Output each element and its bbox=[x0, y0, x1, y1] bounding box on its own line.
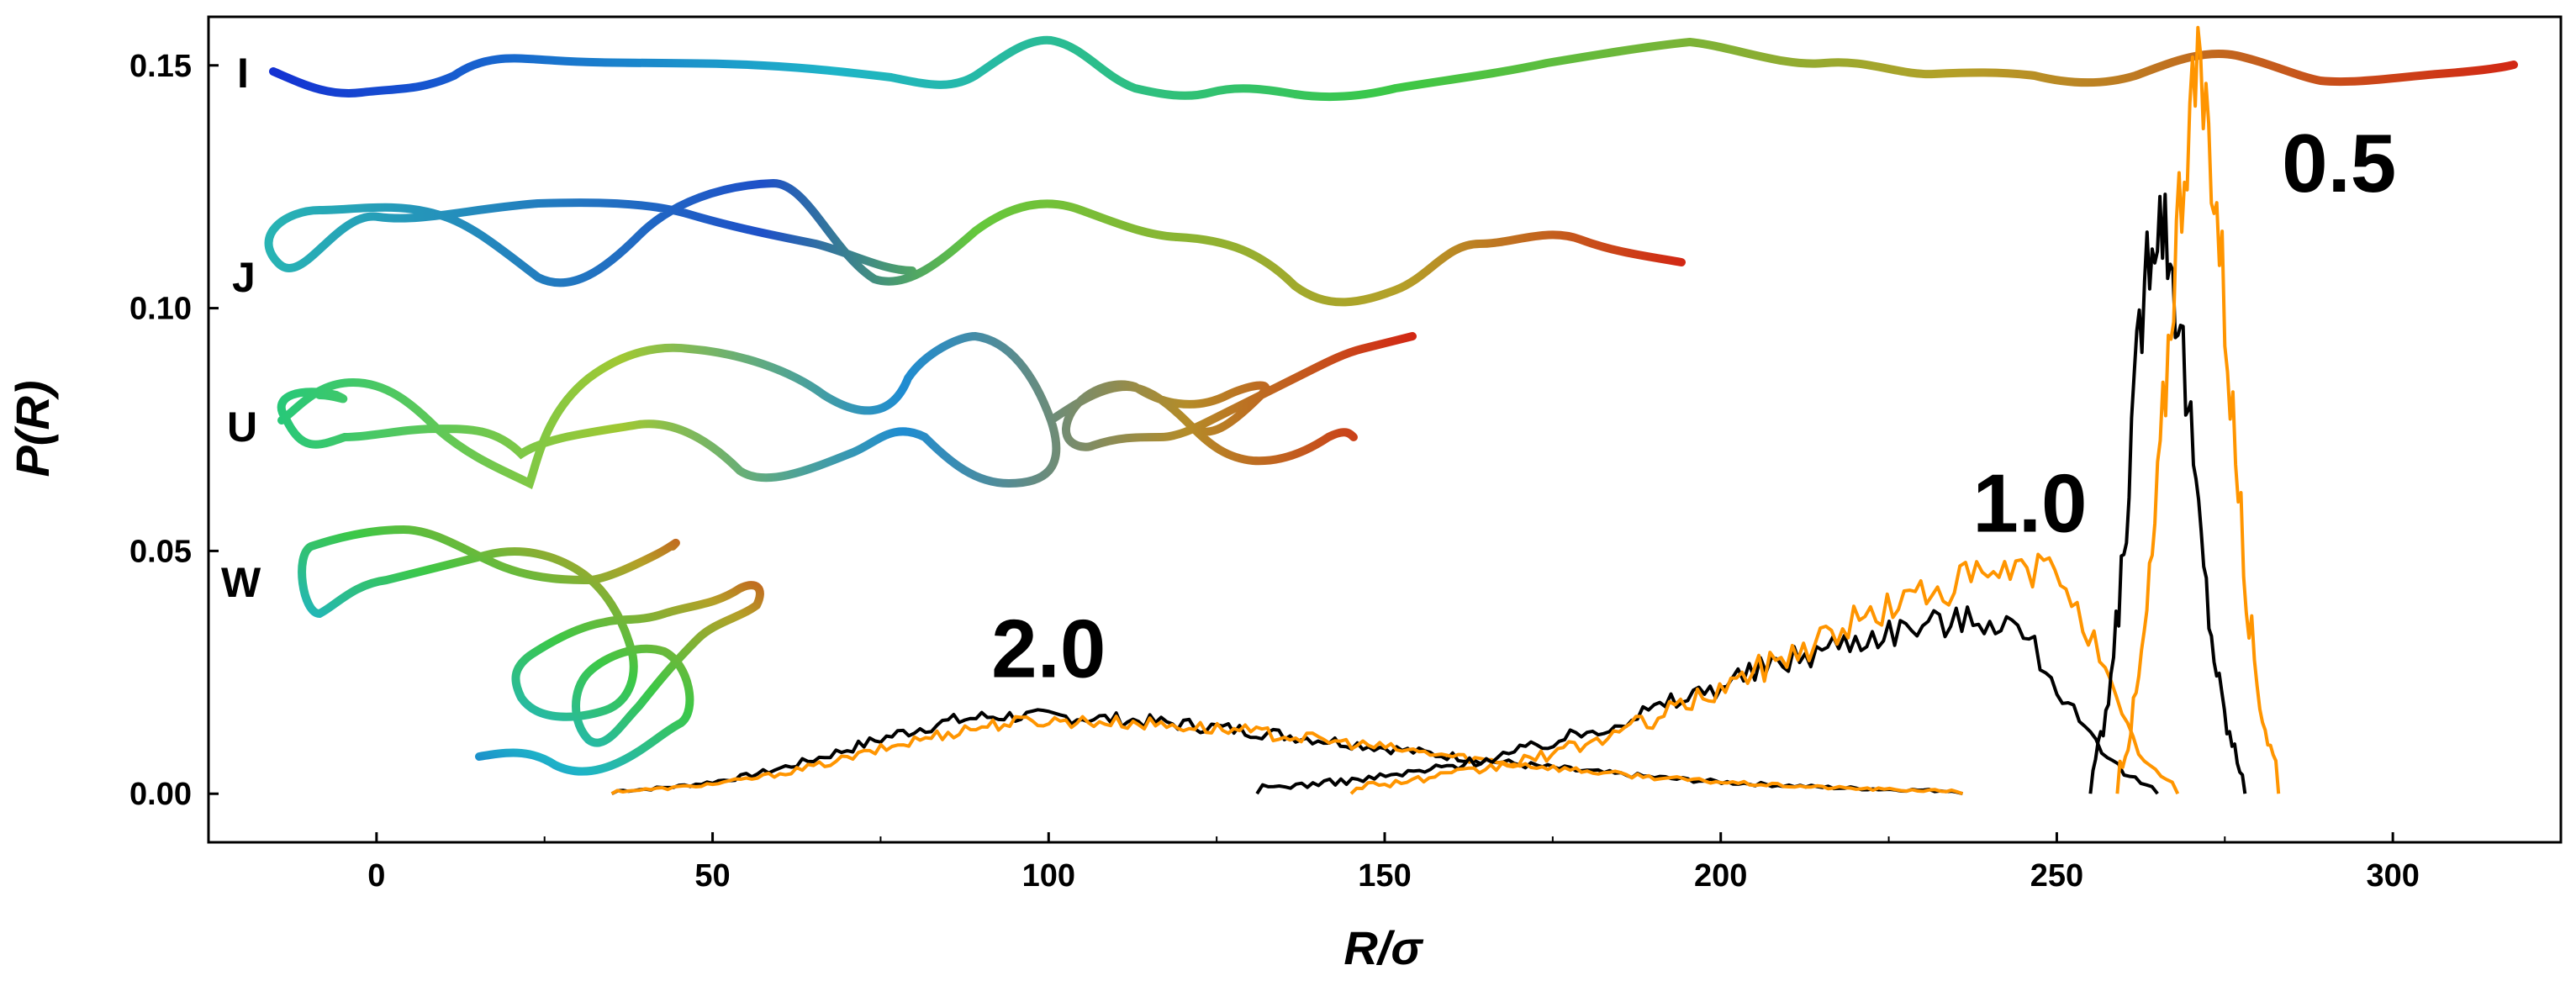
y-axis-label: P(R) bbox=[6, 380, 59, 477]
y-axis: 0.00 0.05 0.10 0.15 bbox=[129, 49, 219, 812]
distribution-1-0-orange bbox=[1349, 552, 2180, 795]
y-tick-label: 0.00 bbox=[129, 777, 192, 812]
x-tick-label: 150 bbox=[1358, 858, 1411, 894]
conformation-u-chain bbox=[277, 331, 1417, 490]
distribution-0-5-black bbox=[2088, 193, 2247, 794]
distribution-2-0-orange bbox=[610, 715, 1964, 796]
x-axis-label: R/σ bbox=[1343, 921, 1423, 974]
y-tick-label: 0.05 bbox=[129, 534, 192, 569]
conformation-label-i: I bbox=[237, 50, 249, 97]
x-tick-label: 200 bbox=[1694, 858, 1747, 894]
distribution-0-5-orange bbox=[2115, 25, 2281, 794]
x-tick-label: 50 bbox=[694, 858, 730, 894]
y-tick-label: 0.10 bbox=[129, 292, 192, 327]
conformation-label-u: U bbox=[227, 403, 257, 451]
annotation-layer: 2.0 1.0 0.5 bbox=[991, 117, 2396, 695]
curve-label-0-5: 0.5 bbox=[2282, 117, 2396, 209]
conformation-label-w: W bbox=[221, 559, 261, 606]
x-axis: 0 50 100 150 200 250 300 bbox=[208, 832, 2562, 894]
distribution-1-0-black bbox=[1255, 605, 2159, 795]
conformation-illustrations: I J U W bbox=[221, 35, 2518, 776]
conformation-w-chain bbox=[298, 525, 764, 776]
x-tick-label: 0 bbox=[367, 858, 385, 894]
x-tick-label: 100 bbox=[1022, 858, 1075, 894]
conformation-i-chain bbox=[269, 35, 2518, 102]
curve-label-1-0: 1.0 bbox=[1972, 456, 2087, 549]
y-tick-label: 0.15 bbox=[129, 49, 192, 84]
curve-label-2-0: 2.0 bbox=[991, 603, 1106, 695]
x-tick-label: 300 bbox=[2366, 858, 2419, 894]
distribution-2-0-black bbox=[610, 708, 1964, 796]
series-layer bbox=[610, 25, 2281, 796]
x-tick-label: 250 bbox=[2030, 858, 2083, 894]
conformation-label-j: J bbox=[232, 254, 256, 301]
conformation-j-chain bbox=[264, 178, 1686, 307]
axes: 0 50 100 150 200 250 300 0.000.050.100.15 R/σ … bbox=[6, 15, 2563, 974]
